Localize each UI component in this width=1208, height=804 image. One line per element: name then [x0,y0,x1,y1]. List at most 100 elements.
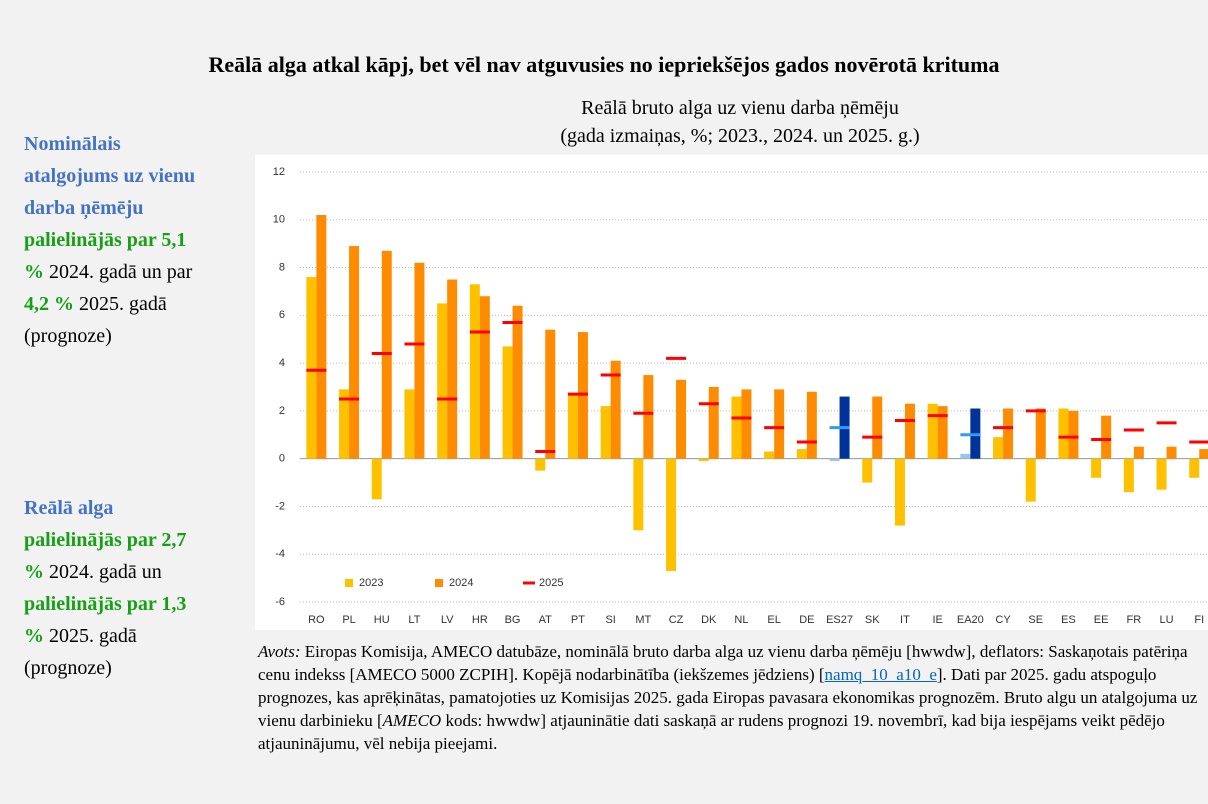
x-tick-label: ES [1061,614,1076,626]
bar [502,346,513,459]
x-tick-label: FI [1194,614,1204,626]
x-tick-label: PL [342,614,355,626]
x-tick-label: EA20 [957,614,984,626]
x-tick-label: NL [734,614,748,626]
sidebar-block: Reālā alga palielinājās par 2,7 % 2024. … [24,492,204,684]
bar [894,458,905,526]
bar [1003,408,1014,459]
legend-swatch [345,579,353,587]
x-tick-label: SK [865,614,880,626]
bar [545,329,556,459]
bar [1068,410,1079,459]
x-tick-label: LT [408,614,420,626]
bar [708,387,719,459]
bar [1035,408,1046,459]
x-tick-label: IE [932,614,942,626]
text-run: Avots: [258,642,301,661]
x-tick-label: ES27 [826,614,853,626]
legend-label: 2023 [359,577,383,589]
bar [1133,446,1144,459]
text-run[interactable]: namq_10_a10_e [824,665,937,684]
bar [469,284,480,459]
x-tick-label: MT [635,614,651,626]
x-tick-label: EE [1094,614,1109,626]
bar [993,437,1004,459]
x-tick-label: EL [767,614,780,626]
bar [610,360,621,459]
x-tick-label: AT [539,614,553,626]
bar [1058,408,1069,459]
x-tick-label: RO [308,614,325,626]
bar [862,458,873,483]
bar [349,246,360,459]
bar [567,394,578,459]
text-run: 4,2 % [24,293,74,315]
text-run: 2025. gadā (prognoze) [24,293,167,347]
bar [479,296,490,459]
source-note: Avots: Eiropas Komisija, AMECO datubāze,… [258,640,1208,755]
bar [316,215,327,459]
x-tick-label: SI [605,614,615,626]
y-tick-label: 6 [279,309,285,321]
legend-label: 2024 [449,577,473,589]
bar [371,458,382,500]
bar [306,277,317,459]
chart-subtitle: (gada izmaiņas, %; 2023., 2024. un 2025.… [560,125,920,147]
y-tick-label: 2 [279,405,285,417]
bar [698,458,709,462]
bar [1123,458,1134,493]
x-tick-label: SE [1028,614,1043,626]
bar [937,406,948,459]
bar [512,305,523,459]
x-tick-label: LV [441,614,454,626]
bar [414,262,425,459]
text-run: Reālā alga [24,497,114,519]
text-run: ]. Dati par 2025. gadu atspoguļo prognoz… [258,665,1198,730]
text-run: 2024. gadā un [44,561,162,583]
y-tick-label: 10 [273,214,285,226]
bar [796,449,807,459]
bar [731,396,742,459]
text-run: Nominālais atalgojums uz vienu darba ņēm… [24,133,196,219]
bar [806,391,817,459]
y-tick-label: 0 [279,453,285,465]
bar [437,303,448,459]
chart-title: Reālā bruto alga uz vienu darba ņēmēju [581,97,899,119]
bar [829,458,840,462]
bar [1025,458,1036,502]
bar [339,389,350,459]
bar [666,458,677,571]
y-tick-label: -2 [275,500,285,512]
bar [927,403,938,459]
text-run: 2024. gadā un par [44,261,193,283]
bar [676,379,687,459]
bar [1156,458,1167,490]
text-run: kods: hwwdw] atjauninātie dati saskaņā a… [258,711,1165,753]
y-tick-label: 4 [279,357,285,369]
x-tick-label: DE [799,614,814,626]
y-tick-label: 8 [279,261,285,273]
bar [600,406,611,459]
legend-swatch [435,579,443,587]
text-run: palielinājās par 5,1 % [24,229,187,283]
sidebar-block: Nominālais atalgojums uz vienu darba ņēm… [24,128,204,352]
bar [1091,458,1102,478]
bar [960,453,971,459]
text-run: AMECO [382,711,442,730]
text-run: 2025. gadā (prognoze) [24,625,137,679]
bar [1199,449,1208,459]
x-tick-label: DK [701,614,717,626]
bar [774,389,785,459]
legend-label: 2025 [539,577,563,589]
bar [872,396,883,459]
chart-title-block: Reālā bruto alga uz vienu darba ņēmēju (g… [440,94,1040,150]
text-run: palielinājās par 2,7 % [24,529,187,583]
page-title: Reālā alga atkal kāpj, bet vēl nav atguv… [208,52,1000,77]
plot-background [255,155,1208,630]
bar [404,389,415,459]
bar [447,279,458,459]
bar [633,458,644,531]
x-tick-label: FR [1127,614,1142,626]
x-tick-label: LU [1160,614,1174,626]
bar [643,375,654,459]
